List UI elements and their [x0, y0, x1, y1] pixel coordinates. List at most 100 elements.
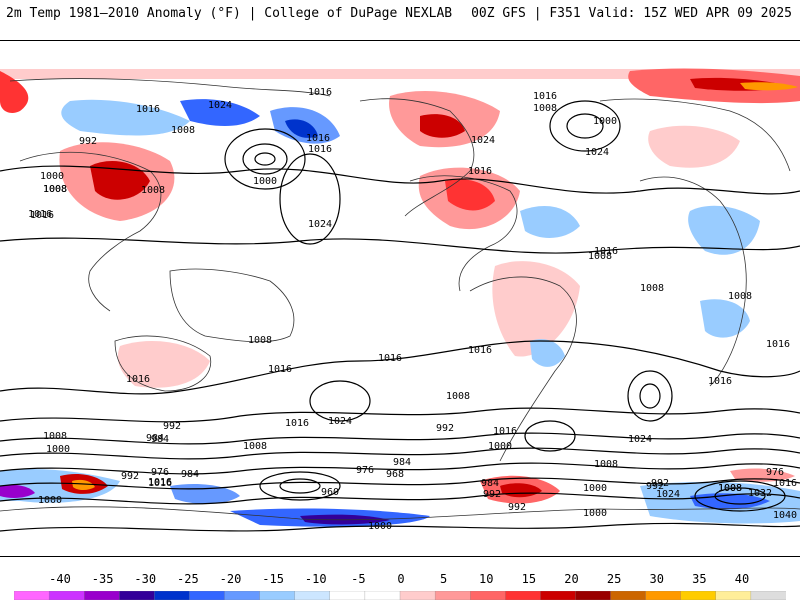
isobar-label: 1016 — [28, 209, 52, 220]
isobar-label: 1016 — [493, 426, 517, 437]
isobar-label: 1008 — [141, 185, 165, 196]
isobar-label: 1008 — [43, 184, 67, 195]
colorbar-swatch — [224, 591, 261, 600]
isobar-label: 1024 — [656, 489, 680, 500]
isobar-label: 960 — [321, 487, 339, 498]
colorbar-swatch — [154, 591, 191, 600]
isobar-label: 1008 — [248, 335, 272, 346]
colorbar-swatch — [715, 591, 752, 600]
isobar-label: 1000 — [593, 116, 617, 127]
colorbar-label: 35 — [692, 572, 707, 586]
isobar-label: 1008 — [718, 483, 742, 494]
isobar-label: 1008 — [728, 291, 752, 302]
colorbar-swatch — [399, 591, 436, 600]
isobar-label: 1008 — [43, 184, 67, 195]
colorbar-label: 5 — [440, 572, 448, 586]
isobar-label: 1040 — [773, 510, 797, 521]
colorbar-swatch — [329, 591, 366, 600]
isobar-label: 1016 — [766, 339, 790, 350]
coastlines — [0, 78, 800, 521]
colorbar-swatch — [119, 591, 156, 600]
isobar-label: 992 — [436, 423, 454, 434]
colorbar-swatch — [189, 591, 226, 600]
isobar-label: 1024 — [308, 219, 332, 230]
colorbar-label: 0 — [397, 572, 405, 586]
isobar-label: 1024 — [471, 135, 495, 146]
colorbar-label: -15 — [262, 572, 284, 586]
isobar-label: 1016 — [308, 87, 332, 98]
colorbar-swatch — [645, 591, 682, 600]
isobar-label: 1008 — [533, 103, 557, 114]
chart-title: 2m Temp 1981–2010 Anomaly (°F) | College… — [6, 6, 453, 21]
isobar-label: 992 — [646, 481, 664, 492]
colorbar-swatch — [434, 591, 471, 600]
colorbar-swatch — [505, 591, 542, 600]
colorbar-swatch — [750, 591, 786, 600]
isobar-label: 1016 — [378, 353, 402, 364]
anomaly-map: 1016 1024 1016 1008 1000 1024 1016 1016 1024 1008… — [0, 40, 800, 557]
colorbar-label: -10 — [304, 572, 327, 586]
isobar-label: 1008 — [171, 125, 195, 136]
isobar-label: 1000 — [583, 483, 607, 494]
isobar-label: 1016 — [306, 133, 330, 144]
map-canvas: 1016102410161008100010241016101610241008… — [0, 68, 800, 532]
isobar-label: 992 — [508, 502, 526, 513]
isobar-label: 1000 — [583, 508, 607, 519]
isobar-label: 968 — [386, 469, 404, 480]
colorbar-swatch — [610, 591, 647, 600]
isobar-label: 1016 — [533, 91, 557, 102]
colorbar-swatch — [48, 591, 85, 600]
isobar-label: 1024 — [628, 434, 652, 445]
isobar-label: 1008 — [640, 283, 664, 294]
isobar-label: 1000 — [488, 441, 512, 452]
colorbar-label: -40 — [49, 572, 71, 586]
isobar-label: 984 — [146, 433, 164, 444]
isobar-label: 1016 — [594, 246, 618, 257]
isobar-label: 1032 — [748, 488, 772, 499]
isobar-label: 1008 — [243, 441, 267, 452]
colorbar-swatch — [470, 591, 506, 600]
colorbar-label: 15 — [521, 572, 537, 586]
isobar-label: 1016 — [30, 210, 54, 221]
isobar-contours — [0, 100, 800, 532]
isobar-label: 1008 — [718, 483, 742, 494]
isobar-label: 1016 — [308, 144, 332, 155]
isobar-label: 992 — [121, 471, 139, 482]
isobar-label: 992 — [651, 478, 669, 489]
isobar-label: 976 — [356, 465, 374, 476]
isobar-label: 1016 — [468, 166, 492, 177]
colorbar — [14, 591, 786, 600]
colorbar-swatches — [14, 591, 786, 600]
colorbar-labels: -40 -35 -30 -25 -20 -15 -10 -5 0 5 10 15 20 25 30 35 40 — [0, 572, 800, 588]
isobar-label: 992 — [483, 489, 501, 500]
isobar-label: 976 — [766, 467, 784, 478]
isobar-label: 1024 — [585, 147, 609, 158]
colorbar-swatch — [294, 591, 331, 600]
isobar-label: 1016 — [148, 478, 172, 489]
colorbar-label: 30 — [649, 572, 664, 586]
colorbar-swatch — [364, 591, 401, 600]
isobar-label: 1000 — [368, 521, 392, 532]
colorbar-label: 10 — [479, 572, 494, 586]
isobar-label: 1016 — [773, 478, 797, 489]
colorbar-swatch — [84, 591, 120, 600]
isobar-label: 1016 — [468, 345, 492, 356]
isobar-label: 1000 — [253, 176, 277, 187]
isobar-label-layer: 1016102410161008100010241016101610241008… — [28, 87, 797, 532]
colorbar-label: -20 — [219, 572, 242, 586]
isobar-label: 984 — [481, 478, 499, 489]
isobar-label: 1016 — [126, 374, 150, 385]
isobar-label: 1016 — [268, 364, 292, 375]
isobar-label: 976 — [151, 467, 169, 478]
colorbar-swatch — [575, 591, 612, 600]
colorbar-label: 20 — [564, 572, 579, 586]
isobar-label: 1024 — [208, 100, 232, 111]
colorbar-label: 25 — [606, 572, 622, 586]
isobar-label: 1016 — [148, 477, 172, 488]
colorbar-swatch — [259, 591, 296, 600]
colorbar-label: 40 — [734, 572, 750, 586]
isobar-label: 1016 — [708, 376, 732, 387]
colorbar-label: -30 — [134, 572, 157, 586]
colorbar-label: -35 — [91, 572, 114, 586]
colorbar-label: -5 — [351, 572, 366, 586]
